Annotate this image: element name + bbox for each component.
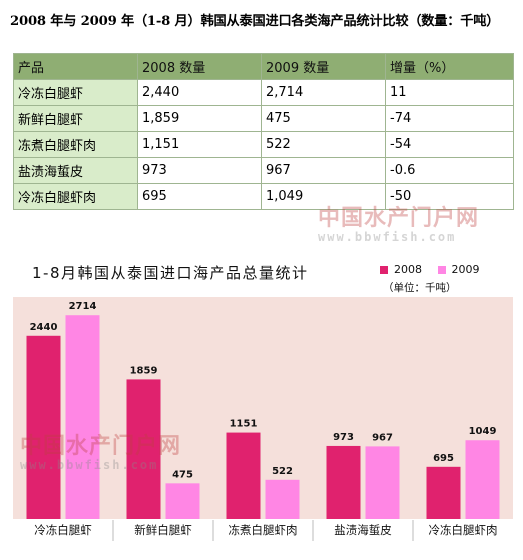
data-label: 967 — [372, 432, 393, 443]
table-cell: -0.6 — [385, 157, 514, 184]
table-cell: 2,714 — [261, 79, 386, 106]
data-label: 1151 — [230, 419, 258, 430]
table-cell: -50 — [385, 183, 514, 210]
table-cell: 967 — [261, 157, 386, 184]
table-cell: 695 — [137, 183, 262, 210]
bar-2008-4 — [326, 445, 361, 519]
bar-2008-2 — [126, 379, 161, 519]
table-header-row: 产品 2008 数量 2009 数量 增量（%） — [13, 53, 514, 80]
table-cell: -54 — [385, 131, 514, 158]
legend-item-2009: 2009 — [437, 263, 480, 276]
x-tick-label: 冷冻白腿虾 — [34, 523, 92, 537]
bar-2009-3 — [265, 479, 300, 519]
page-title: 2008 年与 2009 年（1-8 月）韩国从泰国进口各类海产品统计比较（数量… — [10, 14, 500, 29]
table-cell: 新鲜白腿虾 — [13, 105, 138, 132]
table-row: 盐渍海蜇皮 973 967 -0.6 — [13, 157, 514, 184]
legend-label-2009: 2009 — [451, 263, 480, 276]
x-tick-label: 冷冻白腿虾肉 — [429, 523, 498, 537]
x-tick-label: 盐渍海蜇皮 — [334, 523, 392, 537]
unit-note: （单位：千吨） — [383, 282, 457, 294]
data-label: 1049 — [469, 426, 497, 437]
table-cell: 1,859 — [137, 105, 262, 132]
bar-2009-4 — [365, 446, 400, 519]
stats-table: 产品 2008 数量 2009 数量 增量（%） 冷冻白腿虾 2,440 2,7… — [13, 53, 514, 210]
legend-label-2008: 2008 — [394, 263, 422, 276]
bar-2008-5 — [426, 466, 461, 519]
x-tick-label: 新鲜白腿虾 — [134, 523, 192, 537]
data-label: 522 — [272, 466, 293, 477]
bar-2009-1 — [65, 315, 100, 519]
table-cell: 冻煮白腿虾肉 — [13, 131, 138, 158]
x-tick-label: 冻煮白腿虾肉 — [229, 523, 298, 537]
chart-legend: 2008 2009 — [380, 263, 492, 277]
chart-title: 1-8月韩国从泰国进口海产品总量统计 — [32, 264, 309, 282]
bar-2009-2 — [165, 483, 200, 519]
data-label: 2714 — [69, 301, 97, 312]
table-cell: 冷冻白腿虾 — [13, 79, 138, 106]
legend-swatch-2008 — [380, 265, 388, 274]
data-label: 1859 — [130, 365, 158, 376]
bar-2008-3 — [226, 432, 261, 519]
table-header-cell: 2009 数量 — [261, 53, 386, 80]
table-row: 冻煮白腿虾肉 1,151 522 -54 — [13, 131, 514, 158]
table-cell: 11 — [385, 79, 514, 106]
data-label: 2440 — [30, 322, 58, 333]
table-header-cell: 2008 数量 — [137, 53, 262, 80]
legend-swatch-2009 — [437, 265, 446, 274]
legend-item-2008: 2008 — [380, 263, 422, 276]
table-cell: 475 — [261, 105, 386, 132]
data-label: 973 — [333, 432, 354, 443]
data-label: 695 — [433, 453, 454, 464]
table-cell: 冷冻白腿虾肉 — [13, 183, 138, 210]
bar-2009-5 — [465, 440, 500, 519]
table-row: 新鲜白腿虾 1,859 475 -74 — [13, 105, 514, 132]
table-row: 冷冻白腿虾肉 695 1,049 -50 — [13, 183, 514, 210]
data-label: 475 — [172, 469, 193, 480]
bar-2008-1 — [26, 335, 61, 519]
table-cell: 盐渍海蜇皮 — [13, 157, 138, 184]
table-cell: 1,049 — [261, 183, 386, 210]
